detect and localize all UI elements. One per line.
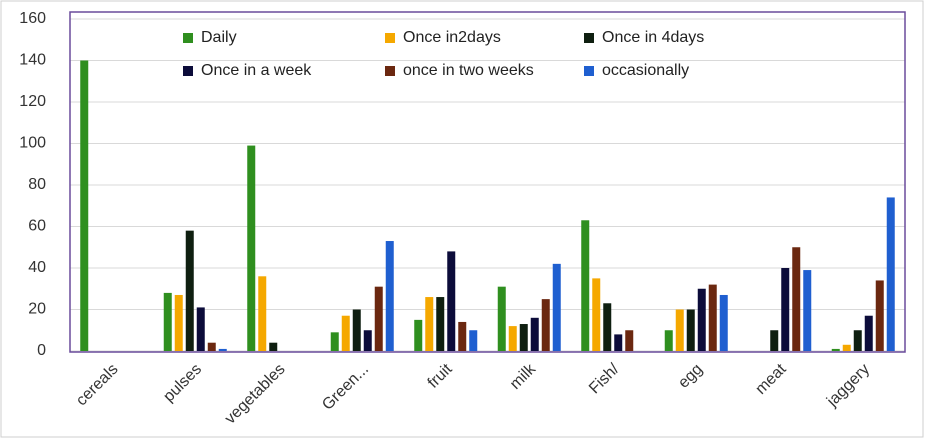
bar — [352, 309, 361, 351]
bar — [697, 288, 706, 351]
bar — [363, 330, 372, 351]
bar — [831, 348, 840, 351]
y-tick-label: 120 — [19, 93, 46, 110]
bar — [719, 294, 728, 351]
bar — [614, 334, 623, 351]
legend-swatch — [183, 66, 193, 76]
bar — [625, 330, 634, 351]
bar — [581, 220, 590, 351]
bar — [708, 284, 717, 351]
bar — [247, 145, 256, 351]
legend-label: occasionally — [602, 62, 689, 79]
bar — [447, 251, 456, 351]
bar — [603, 303, 612, 351]
bar — [592, 278, 601, 351]
bar — [508, 326, 517, 351]
legend-label: Daily — [201, 29, 237, 46]
bar — [436, 297, 445, 351]
legend-swatch — [385, 66, 395, 76]
bar — [781, 268, 790, 351]
bar — [185, 230, 194, 351]
bar — [469, 330, 478, 351]
legend-swatch — [584, 33, 594, 43]
bar — [803, 270, 812, 351]
bar — [341, 315, 350, 351]
legend-swatch — [385, 33, 395, 43]
legend-label: Once in a week — [201, 62, 312, 79]
bar — [875, 280, 884, 351]
bar — [374, 286, 383, 351]
bar — [258, 276, 267, 351]
bar — [686, 309, 695, 351]
bar — [519, 324, 528, 351]
bar — [385, 241, 394, 351]
bar — [886, 197, 895, 351]
bar — [792, 247, 801, 351]
legend-label: Once in 4days — [602, 29, 704, 46]
bar — [80, 60, 89, 351]
bar — [196, 307, 205, 351]
plot-frame — [69, 11, 906, 353]
y-tick-label: 20 — [28, 301, 46, 318]
bar — [853, 330, 862, 351]
legend-swatch — [183, 33, 193, 43]
bar — [497, 286, 506, 351]
bar — [541, 299, 550, 351]
y-tick-label: 60 — [28, 218, 46, 235]
bar — [207, 342, 216, 351]
y-tick-label: 0 — [37, 342, 46, 359]
bar — [458, 321, 467, 351]
y-tick-label: 80 — [28, 176, 46, 193]
legend-label: once in two weeks — [403, 62, 534, 79]
legend-swatch — [584, 66, 594, 76]
y-tick-label: 140 — [19, 52, 46, 69]
bar — [330, 332, 339, 351]
bar — [174, 294, 183, 351]
bar — [269, 342, 278, 351]
bar — [425, 297, 434, 351]
legend-label: Once in2days — [403, 29, 501, 46]
y-tick-label: 40 — [28, 259, 46, 276]
bar — [552, 263, 561, 351]
bar — [864, 315, 873, 351]
bar — [664, 330, 673, 351]
y-tick-label: 160 — [19, 10, 46, 27]
bar — [675, 309, 684, 351]
bar — [414, 319, 423, 351]
bar — [530, 317, 539, 351]
y-tick-label: 100 — [19, 135, 46, 152]
bar — [163, 292, 172, 351]
bar — [842, 344, 851, 351]
bar — [770, 330, 779, 351]
bar — [218, 348, 227, 351]
